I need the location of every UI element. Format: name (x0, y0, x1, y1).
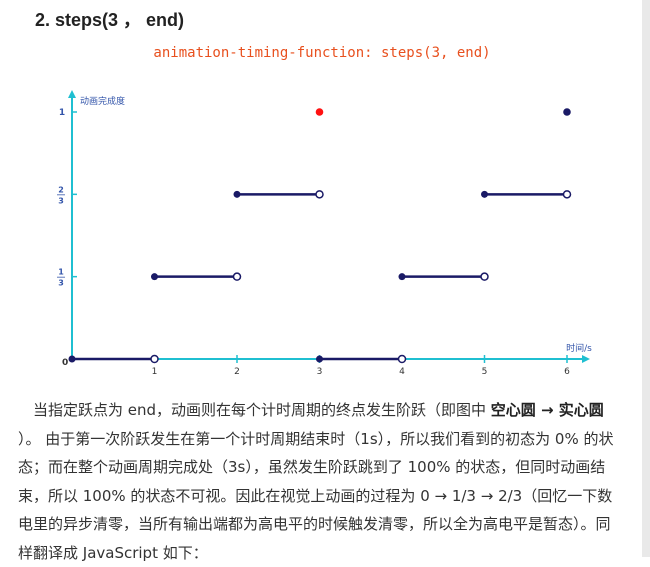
y-tick-label-numerator: 1 (58, 268, 64, 277)
x-tick-label: 5 (482, 367, 488, 377)
closed-dot (151, 273, 158, 281)
open-dot (150, 354, 159, 364)
paragraph-text-1: 当指定跃点为 end，动画则在每个计时周期的终点发生阶跃（即图中 (33, 401, 491, 419)
x-tick-label: 6 (564, 367, 570, 377)
x-axis-arrow (582, 355, 590, 363)
closed-dot (68, 355, 76, 363)
chart-ticks: 1 2 3 1 3 1 2 3 4 5 6 (57, 108, 570, 377)
closed-dot (233, 190, 241, 198)
x-axis-label: 时间/s (566, 342, 592, 354)
paragraph-text-2: ）。 由于第一次阶跃发生在第一个计时周期结束时（1s），所以我们看到的初态为 0… (18, 429, 614, 562)
highlight-dot (315, 108, 324, 116)
closed-dot (481, 190, 488, 198)
open-dot (562, 190, 572, 199)
y-axis-label: 动画完成度 (80, 95, 125, 107)
origin-label: 0 (62, 358, 68, 368)
closed-dot (563, 108, 571, 116)
chart-title: animation-timing-function: steps(3, end) (153, 45, 490, 61)
section-heading: 2. steps(3 ， end) (35, 10, 185, 30)
y-tick-label-denominator: 3 (58, 279, 64, 288)
open-dot (480, 272, 489, 281)
open-dot (315, 190, 324, 199)
steps-chart: animation-timing-function: steps(3, end)… (57, 45, 592, 377)
y-tick-label: 1 (59, 108, 65, 118)
chart-marks (68, 108, 572, 364)
y-tick-label-denominator: 3 (58, 196, 64, 205)
steps-figure: animation-timing-function: steps(3, end)… (0, 36, 650, 386)
open-dot (397, 354, 407, 364)
closed-dot (316, 355, 323, 363)
x-tick-label: 1 (152, 367, 158, 377)
x-tick-label: 3 (317, 367, 323, 377)
paragraph-bold-term: 空心圆 → 实心圆 (490, 401, 604, 419)
y-tick-label-numerator: 2 (58, 185, 64, 194)
closed-dot (398, 273, 406, 281)
explanation-paragraph: 当指定跃点为 end，动画则在每个计时周期的终点发生阶跃（即图中 空心圆 → 实… (18, 396, 624, 567)
x-tick-label: 2 (234, 367, 240, 377)
y-axis-arrow (68, 90, 76, 98)
open-dot (232, 272, 242, 281)
x-tick-label: 4 (399, 367, 405, 377)
page-edge (642, 0, 650, 557)
